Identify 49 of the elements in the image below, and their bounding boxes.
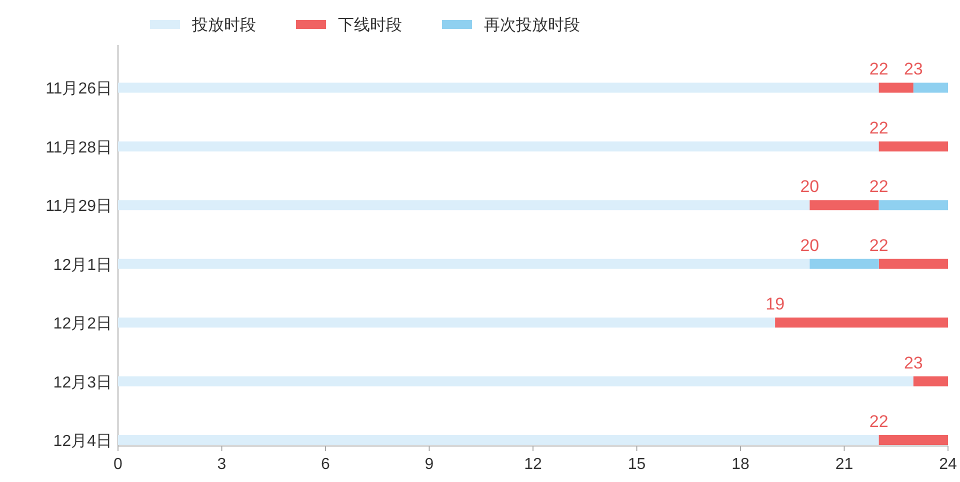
bar: [775, 318, 948, 328]
x-tick-label: 6: [321, 456, 330, 473]
annotation: 19: [766, 294, 785, 314]
bar: [118, 200, 810, 210]
annotation: 20: [800, 236, 820, 255]
annotation: 22: [869, 118, 888, 138]
x-tick-label: 12: [524, 456, 542, 473]
y-tick-label: 12月2日: [53, 316, 112, 333]
annotation: 22: [869, 60, 888, 79]
bar: [913, 82, 948, 93]
annotation: 23: [904, 353, 923, 372]
x-tick-label: 9: [424, 456, 434, 473]
bar: [810, 200, 879, 210]
bar: [878, 258, 948, 269]
annotation: 23: [904, 60, 923, 79]
bar: [118, 258, 810, 269]
x-tick-label: 21: [835, 456, 854, 473]
legend-投放时段: 投放时段: [150, 17, 256, 34]
legend-label: 下线时段: [338, 16, 402, 34]
annotation: 22: [869, 177, 888, 196]
bar: [878, 141, 948, 152]
bar: [118, 376, 914, 386]
bar: [878, 435, 948, 445]
y-tick-label: 12月3日: [53, 374, 112, 392]
bar: [118, 82, 879, 93]
y-tick-label: 12月4日: [53, 433, 112, 450]
legend-下线时段: 下线时段: [296, 17, 402, 34]
bar: [878, 200, 948, 210]
x-tick-label: 15: [628, 456, 646, 473]
bar: [878, 82, 914, 93]
annotation: 22: [869, 236, 888, 255]
legend-label: 投放时段: [191, 16, 256, 34]
x-tick-label: 18: [732, 456, 750, 473]
x-tick-label: 24: [939, 456, 957, 473]
legend-再次投放时段: 再次投放时段: [442, 17, 580, 34]
annotation: 22: [869, 412, 888, 431]
y-tick-label: 12月1日: [53, 256, 112, 274]
bar: [118, 141, 879, 152]
annotation: 20: [800, 177, 820, 196]
y-tick-label: 11月29日: [46, 198, 112, 216]
bar: [118, 435, 879, 445]
y-tick-label: 11月28日: [46, 139, 112, 156]
y-tick-label: 11月26日: [46, 80, 112, 98]
bar: [810, 258, 879, 269]
bar: [913, 376, 948, 386]
x-tick-label: 3: [217, 456, 226, 473]
legend-label: 再次投放时段: [484, 16, 580, 34]
bar: [118, 318, 776, 328]
x-tick-label: 0: [114, 456, 123, 473]
